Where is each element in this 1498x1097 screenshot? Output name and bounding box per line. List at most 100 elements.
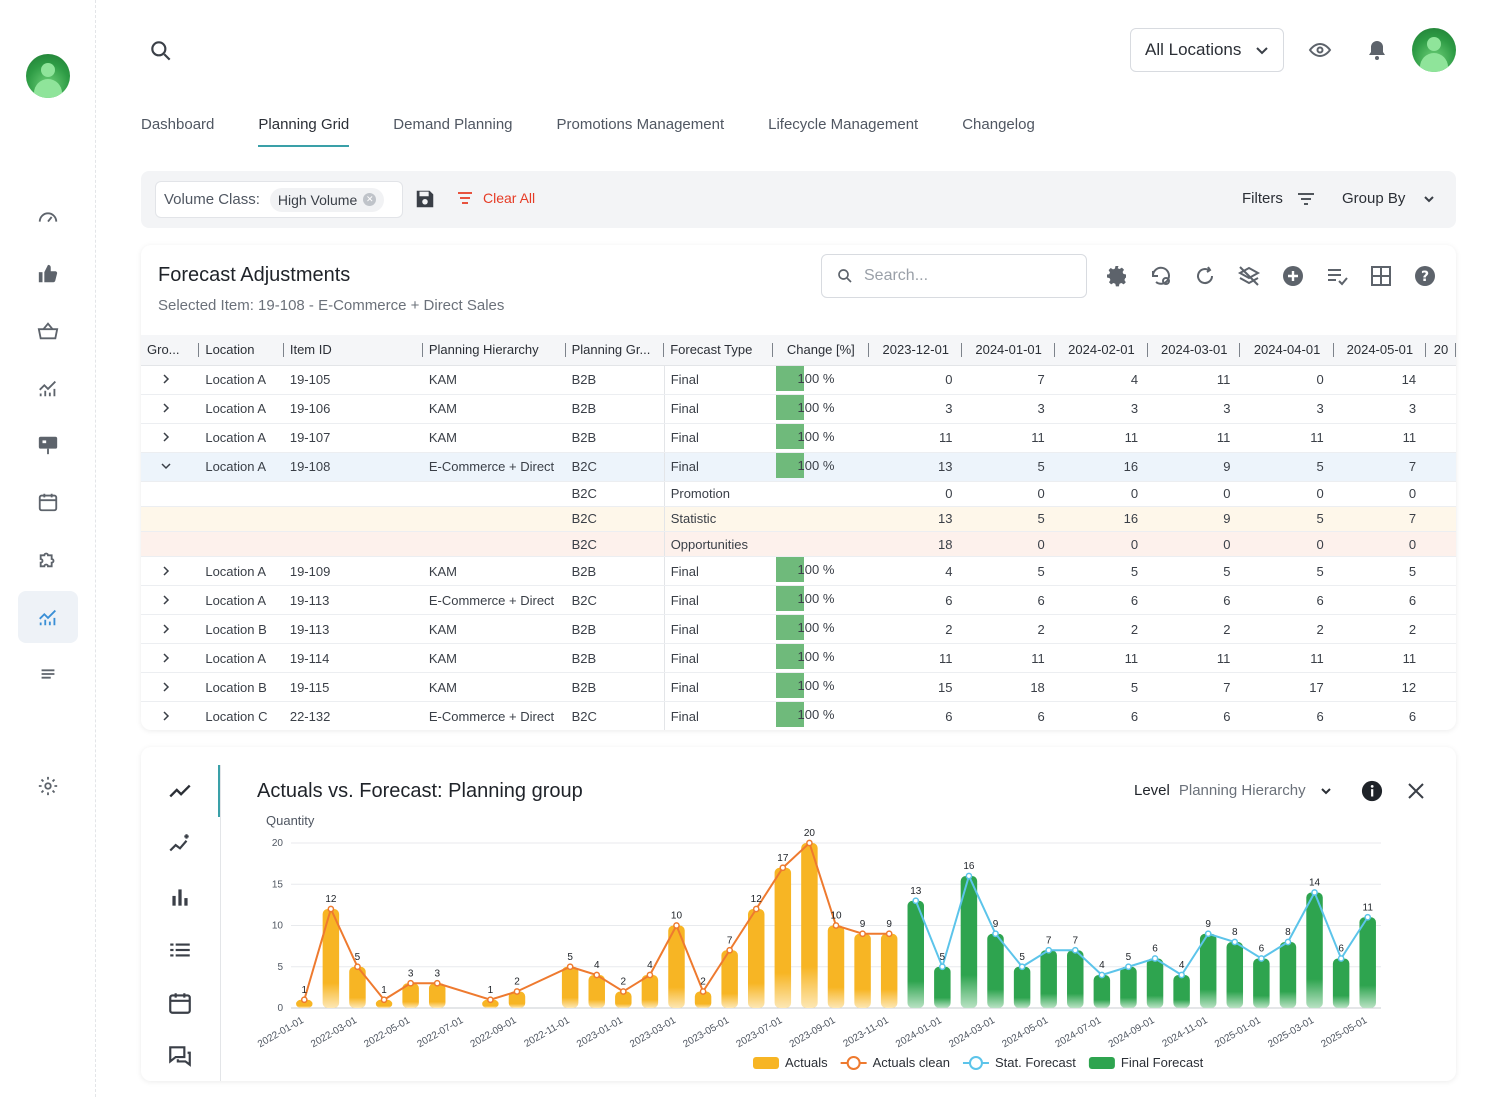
row-expander[interactable] xyxy=(141,614,200,645)
table-row[interactable]: B2C Statistic 13 5 16 9 5 7 xyxy=(141,506,1456,533)
row-expander[interactable] xyxy=(141,585,200,616)
column-header[interactable]: 2024-02-01 xyxy=(1054,335,1149,366)
row-expander[interactable] xyxy=(141,701,200,730)
tab-dashboard[interactable]: Dashboard xyxy=(141,116,215,133)
cell-value[interactable]: 5 xyxy=(1240,506,1334,533)
add-circle-icon[interactable] xyxy=(1281,264,1305,288)
sidebar-item-plugins[interactable] xyxy=(18,533,78,585)
cell-value[interactable]: 6 xyxy=(1333,585,1427,616)
sidebar-item-basket[interactable] xyxy=(18,305,78,357)
cell-change[interactable]: 100 % xyxy=(772,672,870,703)
cell-value[interactable]: 18 xyxy=(962,672,1055,703)
list-check-icon[interactable] xyxy=(1325,264,1349,288)
cell-value[interactable]: 0 xyxy=(1054,481,1149,507)
sidebar-item-analytics[interactable] xyxy=(18,362,78,414)
cell-value[interactable]: 16 xyxy=(1054,506,1149,533)
cell-value[interactable]: 0 xyxy=(869,365,963,395)
cell-value[interactable]: 18 xyxy=(869,531,963,558)
cell-change[interactable]: 100 % xyxy=(772,423,870,453)
chevron-right-icon[interactable] xyxy=(161,432,171,442)
cell-change[interactable]: 100 % xyxy=(772,585,870,616)
cell-value[interactable]: 11 xyxy=(869,643,963,674)
clear-all-button[interactable]: Clear All xyxy=(457,190,535,206)
cell-value[interactable]: 7 xyxy=(1148,672,1241,703)
cell-value[interactable]: 6 xyxy=(962,701,1055,730)
cell-value[interactable]: 5 xyxy=(1148,556,1241,587)
cell-value[interactable]: 6 xyxy=(1054,585,1149,616)
column-header[interactable]: 2023-12-01 xyxy=(869,335,963,366)
eye-icon[interactable] xyxy=(1308,38,1332,62)
tab-changelog[interactable]: Changelog xyxy=(962,116,1035,133)
cell-value[interactable]: 11 xyxy=(1333,423,1427,453)
group-by-button[interactable]: Group By xyxy=(1342,190,1435,207)
chevron-right-icon[interactable] xyxy=(161,624,171,634)
cell-value[interactable]: 2 xyxy=(1054,614,1149,645)
cell-value[interactable]: 0 xyxy=(1240,531,1334,558)
cell-value[interactable]: 6 xyxy=(962,585,1055,616)
calendar-icon[interactable] xyxy=(167,990,193,1016)
row-expander[interactable] xyxy=(141,643,200,674)
cell-value[interactable]: 2 xyxy=(1333,614,1427,645)
column-header[interactable]: 20 xyxy=(1426,335,1456,366)
cell-value[interactable]: 13 xyxy=(869,452,963,482)
chevron-right-icon[interactable] xyxy=(161,711,171,721)
column-header[interactable]: Planning Hierarchy xyxy=(422,335,566,366)
cell-value[interactable]: 4 xyxy=(869,556,963,587)
cell-value[interactable]: 3 xyxy=(1148,394,1241,424)
cell-value[interactable]: 9 xyxy=(1148,452,1241,482)
cell-change[interactable]: 100 % xyxy=(772,701,870,730)
cell-value[interactable]: 14 xyxy=(1333,365,1427,395)
info-icon[interactable] xyxy=(1361,780,1383,802)
cell-value[interactable]: 5 xyxy=(1240,556,1334,587)
cell-value[interactable]: 5 xyxy=(962,506,1055,533)
cell-value[interactable]: 5 xyxy=(962,556,1055,587)
row-expander[interactable] xyxy=(141,394,200,424)
filter-chip-box[interactable]: Volume Class: High Volume ✕ xyxy=(155,181,403,218)
list-icon[interactable] xyxy=(167,937,193,963)
cell-value[interactable]: 3 xyxy=(1240,394,1334,424)
cell-value[interactable]: 12 xyxy=(1333,672,1427,703)
table-row[interactable]: Location A 19-108 E-Commerce + Direct B2C Fi… xyxy=(141,452,1456,482)
cell-change[interactable]: 100 % xyxy=(772,365,870,395)
search-icon[interactable] xyxy=(148,38,174,64)
cell-value[interactable]: 11 xyxy=(1148,365,1241,395)
cell-value[interactable]: 11 xyxy=(1240,423,1334,453)
cell-value[interactable]: 0 xyxy=(1148,481,1241,507)
cell-value[interactable]: 0 xyxy=(1333,481,1427,507)
settings-icon[interactable] xyxy=(1105,264,1129,288)
cell-value[interactable]: 6 xyxy=(1148,701,1241,730)
sparkle-chart-icon[interactable] xyxy=(167,831,193,857)
tab-demand-planning[interactable]: Demand Planning xyxy=(393,116,513,133)
cell-value[interactable]: 3 xyxy=(1333,394,1427,424)
column-header[interactable]: Location xyxy=(199,335,284,366)
cell-change[interactable]: 100 % xyxy=(772,556,870,587)
cell-value[interactable]: 6 xyxy=(1240,585,1334,616)
row-expander[interactable] xyxy=(141,556,200,587)
cell-change[interactable]: 100 % xyxy=(772,643,870,674)
tab-planning-grid[interactable]: Planning Grid xyxy=(258,116,349,147)
cell-value[interactable]: 7 xyxy=(1333,506,1427,533)
cell-value[interactable]: 0 xyxy=(869,481,963,507)
cell-value[interactable]: 13 xyxy=(869,506,963,533)
grid-search-input[interactable] xyxy=(864,267,1064,285)
row-expander[interactable] xyxy=(141,452,200,482)
filter-chip[interactable]: High Volume ✕ xyxy=(269,187,385,212)
cell-value[interactable]: 0 xyxy=(1054,531,1149,558)
cell-value[interactable]: 0 xyxy=(1333,531,1427,558)
sidebar-item-settings[interactable] xyxy=(18,760,78,812)
column-header[interactable]: Planning Gr... xyxy=(565,335,665,366)
cell-value[interactable]: 3 xyxy=(1054,394,1149,424)
chevron-right-icon[interactable] xyxy=(161,374,171,384)
layers-off-icon[interactable] xyxy=(1237,264,1261,288)
chevron-right-icon[interactable] xyxy=(161,653,171,663)
cell-value[interactable]: 6 xyxy=(1148,585,1241,616)
level-select[interactable]: Level Planning Hierarchy xyxy=(1134,782,1332,799)
column-header[interactable]: 2024-03-01 xyxy=(1148,335,1241,366)
refresh-icon[interactable] xyxy=(1193,264,1217,288)
table-row[interactable]: B2C Opportunities 18 0 0 0 0 0 xyxy=(141,531,1456,558)
sidebar-item-approvals[interactable] xyxy=(18,248,78,300)
row-expander[interactable] xyxy=(141,365,200,395)
cell-value[interactable]: 6 xyxy=(869,585,963,616)
cell-value[interactable]: 5 xyxy=(1333,556,1427,587)
grid-search[interactable] xyxy=(821,254,1087,298)
